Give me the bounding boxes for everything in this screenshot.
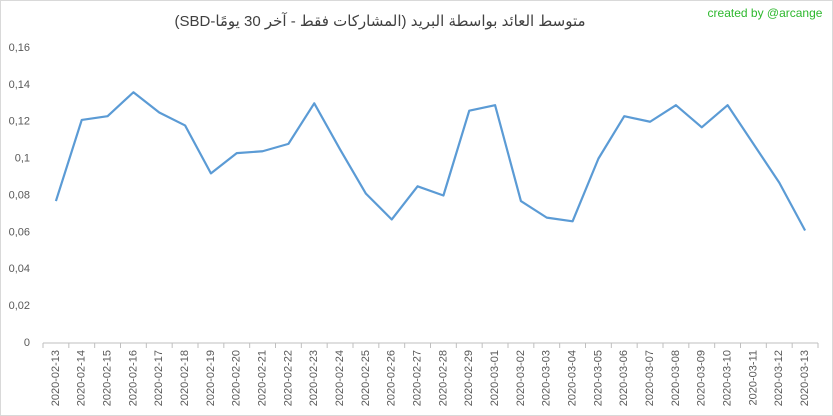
y-tick-label: 0,08 (9, 189, 30, 201)
x-tick-label: 2020-02-13 (50, 350, 62, 406)
y-tick-label: 0 (24, 337, 30, 349)
x-tick-label: 2020-02-28 (437, 350, 449, 406)
x-tick-label: 2020-02-18 (179, 350, 191, 406)
x-tick-label: 2020-03-02 (515, 350, 527, 406)
x-tick-label: 2020-02-20 (231, 350, 243, 406)
x-tick-label: 2020-02-16 (127, 350, 139, 406)
x-tick-label: 2020-02-27 (411, 350, 423, 406)
x-tick-label: 2020-02-24 (334, 350, 346, 406)
y-tick-label: 0,14 (9, 79, 30, 91)
y-tick-label: 0,1 (15, 153, 30, 165)
annotation: created by @arcange (708, 6, 823, 20)
x-tick-label: 2020-03-04 (566, 350, 578, 406)
x-tick-label: 2020-02-22 (282, 350, 294, 406)
x-tick-label: 2020-03-11 (747, 350, 759, 405)
y-tick-label: 0,04 (9, 263, 30, 275)
x-tick-label: 2020-02-26 (386, 350, 398, 406)
x-tick-label: 2020-03-06 (618, 350, 630, 406)
x-tick-label: 2020-03-01 (489, 350, 501, 406)
chart-title: متوسط العائد بواسطة البريد (المشاركات فق… (174, 12, 585, 30)
line (54, 91, 807, 232)
x-tick-label: 2020-03-13 (799, 350, 811, 406)
x-tick-label: 2020-03-08 (670, 350, 682, 406)
y-tick-label: 0,06 (9, 226, 30, 238)
x-tick-label: 2020-02-25 (360, 350, 372, 406)
y-tick-label: 0,02 (9, 300, 30, 312)
x-tick-label: 2020-03-07 (644, 350, 656, 406)
x-tick-label: 2020-03-05 (592, 350, 604, 406)
x-tick-label: 2020-03-09 (696, 350, 708, 406)
y-tick-label: 0,16 (9, 42, 30, 54)
x-tick-label: 2020-02-17 (153, 350, 165, 406)
x-tick-label: 2020-03-10 (721, 350, 733, 406)
x-tick-label: 2020-03-03 (541, 350, 553, 406)
x-tick-label: 2020-02-23 (308, 350, 320, 406)
y-tick-label: 0,12 (9, 116, 30, 128)
x-tick-label: 2020-02-19 (205, 350, 217, 406)
x-tick-label: 2020-03-12 (773, 350, 785, 406)
x-tick-label: 2020-02-14 (76, 350, 88, 406)
x-tick-label: 2020-02-21 (256, 350, 268, 406)
x-tick-label: 2020-02-15 (101, 350, 113, 406)
x-tick-label: 2020-02-29 (463, 350, 475, 406)
